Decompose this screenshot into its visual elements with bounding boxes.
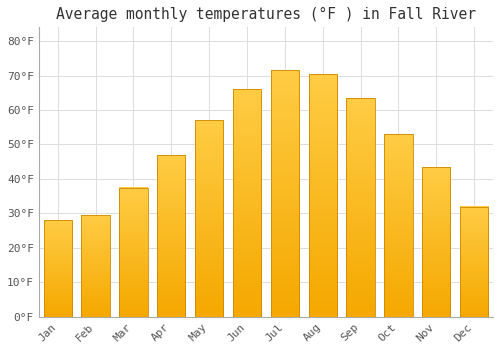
Bar: [233, 89, 261, 317]
Bar: [384, 134, 412, 317]
Bar: [460, 206, 488, 317]
Bar: [308, 74, 337, 317]
Bar: [44, 220, 72, 317]
Title: Average monthly temperatures (°F ) in Fall River: Average monthly temperatures (°F ) in Fa…: [56, 7, 476, 22]
Bar: [195, 120, 224, 317]
Bar: [157, 155, 186, 317]
Bar: [270, 70, 299, 317]
Bar: [82, 215, 110, 317]
Bar: [346, 98, 375, 317]
Bar: [422, 167, 450, 317]
Bar: [119, 188, 148, 317]
